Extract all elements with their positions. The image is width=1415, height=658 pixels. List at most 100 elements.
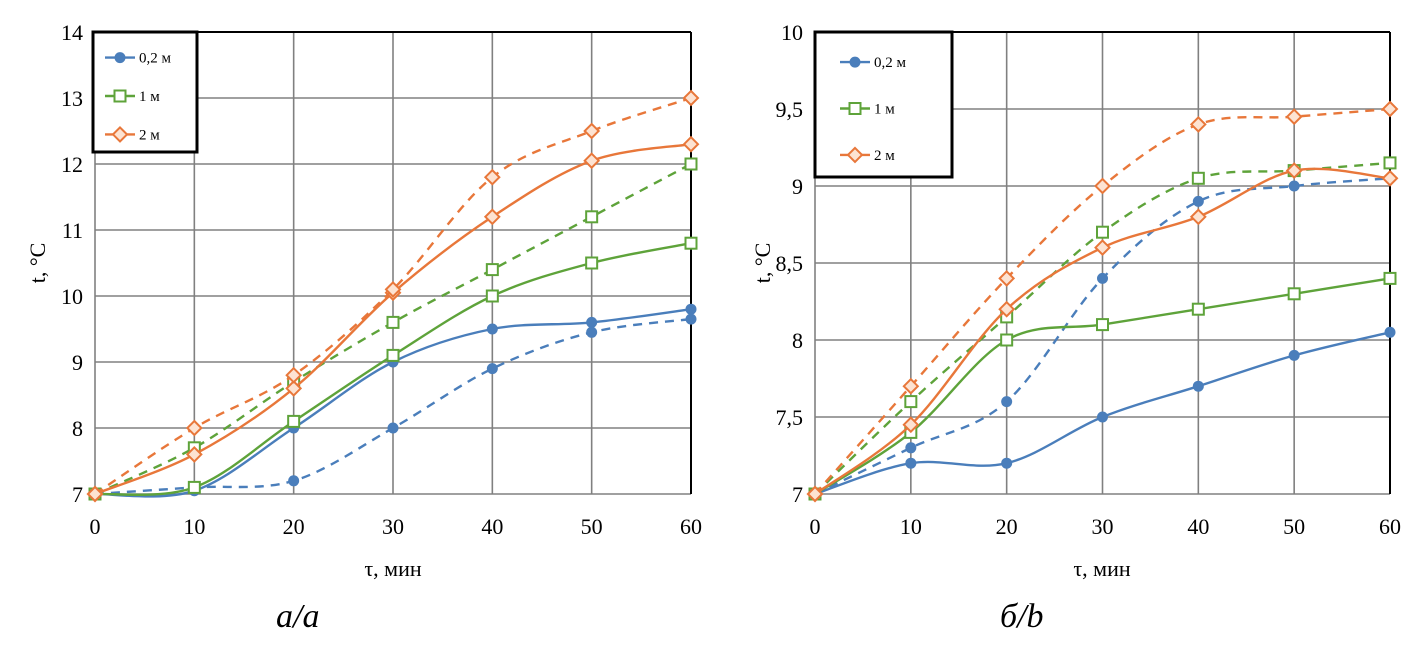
legend-marker — [846, 146, 864, 164]
data-point — [902, 377, 920, 395]
data-point — [386, 315, 400, 329]
legend: 0,2 м 1 м 2 м — [91, 30, 199, 154]
data-point — [486, 363, 498, 375]
caption-a: а/а — [276, 598, 320, 635]
legend-label: 0,2 м — [874, 55, 907, 71]
x-tick-label: 30 — [1092, 514, 1114, 539]
x-tick-label: 20 — [996, 514, 1018, 539]
data-point — [1097, 411, 1108, 423]
data-point — [1288, 180, 1300, 192]
data-point — [585, 256, 599, 270]
data-point — [1285, 108, 1303, 126]
data-point — [1097, 272, 1108, 284]
data-point — [285, 366, 303, 384]
data-point — [1288, 349, 1300, 361]
y-tick-label: 10 — [61, 284, 83, 309]
data-point — [682, 135, 700, 153]
legend-label: 2 м — [874, 148, 895, 164]
data-point — [285, 379, 303, 397]
data-point — [1001, 457, 1013, 469]
data-point — [483, 168, 501, 186]
data-point — [387, 422, 399, 434]
data-point — [386, 348, 400, 362]
data-point — [1383, 271, 1397, 285]
x-tick-label: 50 — [1283, 514, 1305, 539]
data-point — [1191, 171, 1205, 185]
series-2м-dashed — [806, 100, 1399, 503]
data-point — [586, 326, 598, 338]
data-point — [1381, 169, 1399, 187]
data-point — [486, 323, 498, 335]
y-axis-title: t, °C — [750, 243, 775, 284]
data-point — [1381, 100, 1399, 118]
y-tick-label: 13 — [61, 86, 83, 111]
legend-label: 1 м — [874, 102, 895, 118]
data-point — [1285, 162, 1303, 180]
legend-marker — [848, 102, 862, 115]
y-tick-label: 7,5 — [776, 405, 804, 430]
y-tick-label: 9,5 — [776, 97, 804, 122]
data-point — [1191, 302, 1205, 316]
y-tick-label: 14 — [61, 20, 83, 45]
legend-label: 2 м — [139, 127, 160, 143]
data-point — [1096, 318, 1109, 332]
legend-marker — [113, 89, 127, 103]
x-tick-label: 20 — [283, 514, 305, 539]
data-point — [583, 122, 601, 140]
data-point — [384, 280, 402, 298]
data-point — [806, 485, 824, 503]
legend: 0,2 м 1 м 2 м — [813, 30, 954, 179]
y-tick-label: 8 — [792, 328, 803, 353]
y-tick-label: 9 — [792, 174, 803, 199]
x-tick-label: 40 — [1187, 514, 1209, 539]
data-point — [682, 89, 700, 107]
chart-b: 0 10 20 30 40 50 60 7 7,5 8 8,5 9 9,5 10 τ, мин t, °C 0,… — [750, 20, 1401, 581]
data-point — [485, 289, 499, 303]
data-point — [1383, 156, 1397, 170]
legend-label: 1 м — [139, 89, 160, 105]
data-point — [1000, 333, 1014, 347]
data-point — [586, 316, 598, 328]
legend-box — [91, 30, 199, 154]
y-tick-label: 7 — [72, 482, 83, 507]
data-point — [1384, 326, 1396, 338]
data-point — [287, 414, 301, 428]
series-2м-dashed — [86, 89, 700, 503]
legend-box — [813, 30, 954, 179]
x-tick-label: 0 — [810, 514, 821, 539]
data-point — [185, 445, 203, 463]
x-tick-label: 50 — [581, 514, 603, 539]
chart-a: 0 10 20 30 40 50 60 7 8 9 10 11 12 13 14 τ, мин t, °C 0,2… — [25, 20, 702, 581]
x-tick-label: 10 — [183, 514, 205, 539]
x-tick-label: 60 — [1379, 514, 1401, 539]
data-point — [684, 157, 698, 171]
data-point — [1192, 380, 1204, 392]
data-point — [905, 442, 917, 454]
data-point — [902, 416, 920, 434]
data-point — [904, 395, 918, 409]
x-axis-title: τ, мин — [1073, 556, 1131, 581]
x-tick-label: 30 — [382, 514, 404, 539]
data-point — [1287, 287, 1301, 301]
y-tick-label: 8 — [72, 416, 83, 441]
data-point — [1189, 208, 1207, 226]
data-point — [483, 208, 501, 226]
data-point — [1096, 225, 1109, 239]
y-tick-label: 12 — [61, 152, 83, 177]
data-point — [1192, 195, 1204, 207]
legend-label: 0,2 м — [139, 51, 172, 67]
y-axis-title: t, °C — [25, 243, 50, 284]
data-point — [1094, 177, 1111, 195]
y-tick-label: 10 — [781, 20, 803, 45]
data-point — [1189, 115, 1207, 133]
data-point — [998, 300, 1016, 318]
data-point — [585, 210, 599, 224]
data-point — [1094, 239, 1111, 257]
legend-marker — [849, 56, 861, 68]
data-point — [86, 485, 104, 503]
data-point — [187, 480, 201, 494]
y-tick-label: 11 — [62, 218, 83, 243]
data-point — [288, 475, 300, 487]
data-point — [485, 263, 499, 277]
